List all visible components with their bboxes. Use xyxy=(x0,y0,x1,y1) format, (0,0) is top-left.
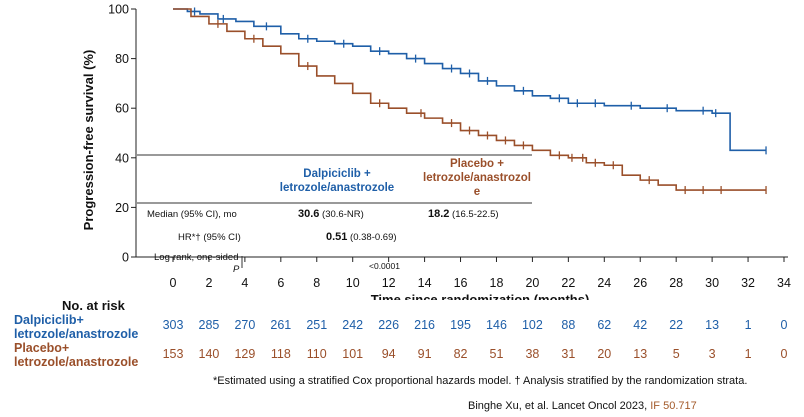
at-risk-value: 153 xyxy=(162,347,184,361)
at-risk-value: 129 xyxy=(234,347,256,361)
y-axis-label: Progression-free survival (%) xyxy=(81,50,96,231)
at-risk-value: 101 xyxy=(342,347,364,361)
at-risk-label-dalpiciclib: Dalpiciclib+ letrozole/anastrozole xyxy=(14,313,139,341)
at-risk-value: 216 xyxy=(414,318,436,332)
table-header-placebo: Placebo + letrozole/anastrozol e xyxy=(423,158,531,198)
x-axis-label: Time since randomization (months) xyxy=(371,292,590,300)
at-risk-value: 251 xyxy=(306,318,328,332)
at-risk-value: 226 xyxy=(378,318,400,332)
at-risk-value: 51 xyxy=(489,347,504,361)
median-label: Median (95% CI), mo xyxy=(147,209,237,220)
median-dalpiciclib-value: 30.6 xyxy=(298,208,320,220)
at-risk-value: 13 xyxy=(705,318,720,332)
at-risk-value: 242 xyxy=(342,318,364,332)
y-tick-label: 100 xyxy=(108,3,129,17)
x-tick-label: 10 xyxy=(346,276,360,290)
footnote: *Estimated using a stratified Cox propor… xyxy=(213,375,748,387)
at-risk-value: 118 xyxy=(270,347,291,361)
at-risk-value: 195 xyxy=(450,318,471,332)
x-tick-label: 12 xyxy=(382,276,396,290)
at-risk-value: 91 xyxy=(417,347,432,361)
at-risk-title: No. at risk xyxy=(62,298,125,313)
y-tick-label: 20 xyxy=(115,201,129,215)
at-risk-value: 13 xyxy=(633,347,648,361)
x-tick-label: 8 xyxy=(313,276,320,290)
x-tick-label: 22 xyxy=(561,276,575,290)
table-header-dalpiciclib: Dalpiciclib + letrozole/anastrozole xyxy=(279,168,395,194)
at-risk-value: 3 xyxy=(708,347,716,361)
y-tick-label: 80 xyxy=(115,52,129,66)
at-risk-label-placebo: Placebo+ letrozole/anastrozole xyxy=(14,341,139,369)
median-dalpiciclib: 30.6 (30.6-NR) xyxy=(298,208,364,220)
median-placebo-ci: (16.5-22.5) xyxy=(449,209,499,220)
at-risk-value: 102 xyxy=(521,318,543,332)
at-risk-value: 38 xyxy=(525,347,540,361)
km-curve-dalpiciclib xyxy=(173,8,767,152)
median-placebo: 18.2 (16.5-22.5) xyxy=(428,208,499,220)
median-placebo-value: 18.2 xyxy=(428,208,450,220)
x-tick-label: 26 xyxy=(633,276,647,290)
at-risk-value: 31 xyxy=(561,347,576,361)
x-tick-label: 30 xyxy=(705,276,719,290)
at-risk-value: 82 xyxy=(453,347,468,361)
at-risk-value: 20 xyxy=(597,347,612,361)
at-risk-value: 270 xyxy=(234,318,256,332)
y-tick-label: 40 xyxy=(115,151,129,165)
x-tick-label: 34 xyxy=(777,276,791,290)
at-risk-value: 22 xyxy=(669,318,684,332)
at-risk-value: 146 xyxy=(486,318,507,332)
at-risk-value: 88 xyxy=(561,318,576,332)
at-risk-value: 94 xyxy=(381,347,396,361)
at-risk-value: 1 xyxy=(744,347,752,361)
logrank-label: Log-rank, one-sided xyxy=(154,252,239,263)
p-label: P xyxy=(233,264,240,275)
x-tick-label: 2 xyxy=(205,276,212,290)
at-risk-value: 110 xyxy=(306,347,327,361)
km-curve-placebo xyxy=(173,8,767,191)
at-risk-value: 0 xyxy=(780,347,788,361)
hr-value: 0.51 (0.38-0.69) xyxy=(326,231,397,243)
at-risk-value: 303 xyxy=(162,318,184,332)
at-risk-value: 261 xyxy=(270,318,292,332)
x-tick-label: 32 xyxy=(741,276,755,290)
at-risk-value: 1 xyxy=(744,318,752,332)
at-risk-value: 5 xyxy=(672,347,680,361)
at-risk-value: 285 xyxy=(198,318,220,332)
x-tick-label: 24 xyxy=(597,276,611,290)
hr-value-bold: 0.51 xyxy=(326,231,348,243)
x-tick-label: 20 xyxy=(525,276,539,290)
impact-factor: IF 50.717 xyxy=(650,400,697,412)
series-layer xyxy=(173,7,767,195)
x-tick-label: 6 xyxy=(277,276,284,290)
citation: Binghe Xu, et al. Lancet Oncol 2023, IF … xyxy=(468,400,697,412)
x-tick-label: 18 xyxy=(490,276,504,290)
at-risk-value: 140 xyxy=(198,347,220,361)
p-value: <0.0001 xyxy=(369,261,400,271)
x-tick-label: 14 xyxy=(418,276,432,290)
at-risk-value: 0 xyxy=(780,318,788,332)
y-tick-label: 0 xyxy=(122,251,129,265)
at-risk-value: 62 xyxy=(597,318,612,332)
hr-label: HR*† (95% CI) xyxy=(178,232,241,243)
hr-value-ci: (0.38-0.69) xyxy=(347,232,397,243)
x-tick-label: 0 xyxy=(170,276,177,290)
citation-text: Binghe Xu, et al. Lancet Oncol 2023, xyxy=(468,400,651,412)
x-tick-label: 28 xyxy=(669,276,683,290)
x-tick-label: 4 xyxy=(241,276,248,290)
median-dalpiciclib-ci: (30.6-NR) xyxy=(319,209,364,220)
y-tick-label: 60 xyxy=(115,102,129,116)
x-tick-label: 16 xyxy=(454,276,468,290)
at-risk-value: 42 xyxy=(633,318,648,332)
